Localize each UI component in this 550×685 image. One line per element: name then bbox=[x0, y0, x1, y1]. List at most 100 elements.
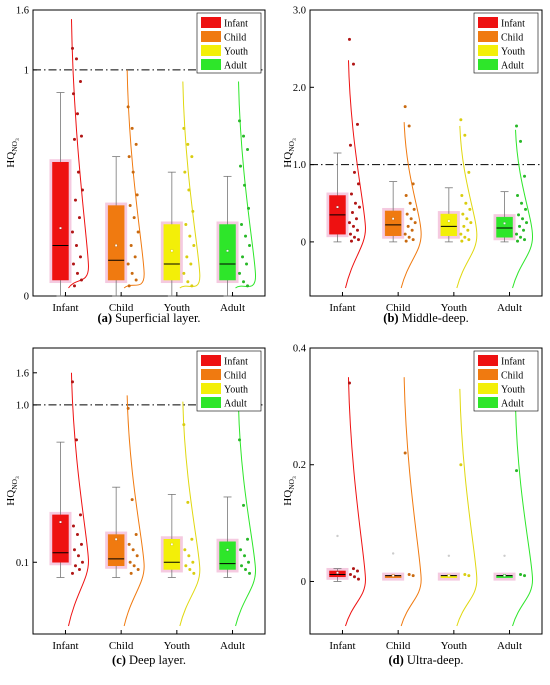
legend-label: Child bbox=[501, 371, 523, 382]
mean-marker bbox=[447, 574, 451, 578]
data-point bbox=[130, 271, 134, 275]
series-infant: Infant bbox=[49, 19, 89, 314]
data-point bbox=[519, 572, 523, 576]
distribution-curve bbox=[345, 377, 366, 627]
data-point bbox=[192, 571, 196, 575]
legend-swatch bbox=[478, 355, 498, 366]
data-point bbox=[70, 380, 74, 384]
distribution-curve bbox=[235, 406, 257, 627]
distribution-curve bbox=[179, 81, 201, 289]
distribution-curve bbox=[456, 388, 478, 627]
data-point bbox=[412, 207, 416, 211]
data-point bbox=[404, 194, 408, 198]
y-tick-label: 0.2 bbox=[293, 460, 306, 471]
data-point bbox=[460, 194, 464, 198]
data-point bbox=[187, 188, 191, 192]
legend-swatch bbox=[201, 31, 221, 42]
data-point bbox=[463, 133, 467, 137]
y-axis-label: HQNO3 bbox=[282, 138, 298, 168]
data-point bbox=[243, 183, 247, 187]
data-point bbox=[128, 204, 132, 208]
data-point bbox=[75, 112, 79, 116]
y-tick-label: 1.0 bbox=[16, 400, 29, 411]
distribution-curve bbox=[512, 129, 534, 289]
data-point bbox=[352, 235, 356, 239]
x-tick-label: Child bbox=[386, 302, 411, 314]
legend-label: Youth bbox=[501, 47, 525, 58]
distribution-curve bbox=[67, 372, 89, 627]
data-point bbox=[240, 564, 244, 568]
data-point bbox=[183, 170, 187, 174]
outlier-point bbox=[503, 554, 506, 557]
data-point bbox=[182, 271, 186, 275]
data-point bbox=[459, 232, 463, 236]
data-point bbox=[132, 564, 136, 568]
data-point bbox=[130, 126, 134, 130]
x-tick-label: Infant bbox=[52, 302, 78, 314]
data-point bbox=[355, 122, 359, 126]
y-axis-label: HQNO3 bbox=[5, 138, 21, 168]
legend-label: Infant bbox=[224, 357, 248, 368]
data-point bbox=[76, 170, 80, 174]
legend-swatch bbox=[478, 369, 498, 380]
data-point bbox=[245, 262, 249, 266]
mean-marker bbox=[336, 205, 339, 209]
plot-frame bbox=[309, 9, 543, 297]
y-axis-label: HQNO3 bbox=[5, 476, 21, 506]
series-child: Child bbox=[382, 105, 422, 314]
panel-caption: (d) Ultra-deep. bbox=[389, 653, 464, 667]
data-point bbox=[467, 170, 471, 174]
data-point bbox=[188, 234, 192, 238]
y-tick-label: 3.0 bbox=[293, 6, 306, 17]
data-point bbox=[519, 235, 523, 239]
mean-marker bbox=[503, 221, 506, 225]
mean-marker bbox=[226, 548, 229, 552]
data-point bbox=[247, 206, 251, 210]
distribution-curve bbox=[512, 406, 534, 627]
data-point bbox=[516, 239, 520, 243]
mean-marker bbox=[503, 574, 506, 578]
series-child: Child bbox=[105, 69, 145, 314]
panel-d: 0 0.2 0.4 HQNO3 Infant Child Youth Adult Infant C… bbox=[282, 344, 543, 667]
data-point bbox=[128, 560, 132, 564]
data-point bbox=[126, 105, 130, 109]
y-tick-label: 0 bbox=[301, 237, 306, 248]
data-point bbox=[523, 574, 527, 578]
data-point bbox=[136, 567, 140, 571]
data-point bbox=[238, 119, 242, 123]
data-point bbox=[524, 207, 528, 211]
box bbox=[219, 224, 236, 281]
x-tick-label: Youth bbox=[441, 640, 468, 652]
data-point bbox=[347, 381, 351, 385]
data-point bbox=[350, 211, 354, 215]
data-point bbox=[127, 155, 131, 159]
data-point bbox=[520, 201, 524, 205]
data-point bbox=[129, 243, 133, 247]
data-point bbox=[351, 567, 355, 571]
data-point bbox=[460, 239, 464, 243]
data-point bbox=[351, 224, 355, 228]
data-point bbox=[403, 451, 407, 455]
y-tick-label: 1 bbox=[24, 65, 29, 76]
data-point bbox=[355, 569, 359, 573]
y-tick-label: 0 bbox=[301, 577, 306, 588]
data-point bbox=[132, 216, 136, 220]
outlier-point bbox=[336, 534, 339, 538]
legend-label: Youth bbox=[501, 385, 525, 396]
data-point bbox=[408, 201, 412, 205]
data-point bbox=[354, 217, 358, 221]
panel-c: 0.1 1.0 1.6 HQNO3 Infant Child Youth Adult Infan… bbox=[5, 347, 266, 667]
box bbox=[496, 216, 513, 238]
panel-a: 0 1 1.6 HQNO3 Infant Child Youth Adult Infant Chi… bbox=[5, 6, 266, 325]
data-point bbox=[352, 575, 356, 579]
data-point bbox=[242, 280, 246, 284]
data-point bbox=[469, 221, 473, 225]
data-point bbox=[135, 554, 139, 558]
legend-swatch bbox=[201, 45, 221, 56]
legend-label: Infant bbox=[501, 357, 525, 368]
data-point bbox=[248, 571, 252, 575]
data-point bbox=[238, 271, 242, 275]
data-point bbox=[347, 37, 351, 41]
plot-frame bbox=[32, 9, 266, 297]
data-point bbox=[349, 192, 353, 196]
